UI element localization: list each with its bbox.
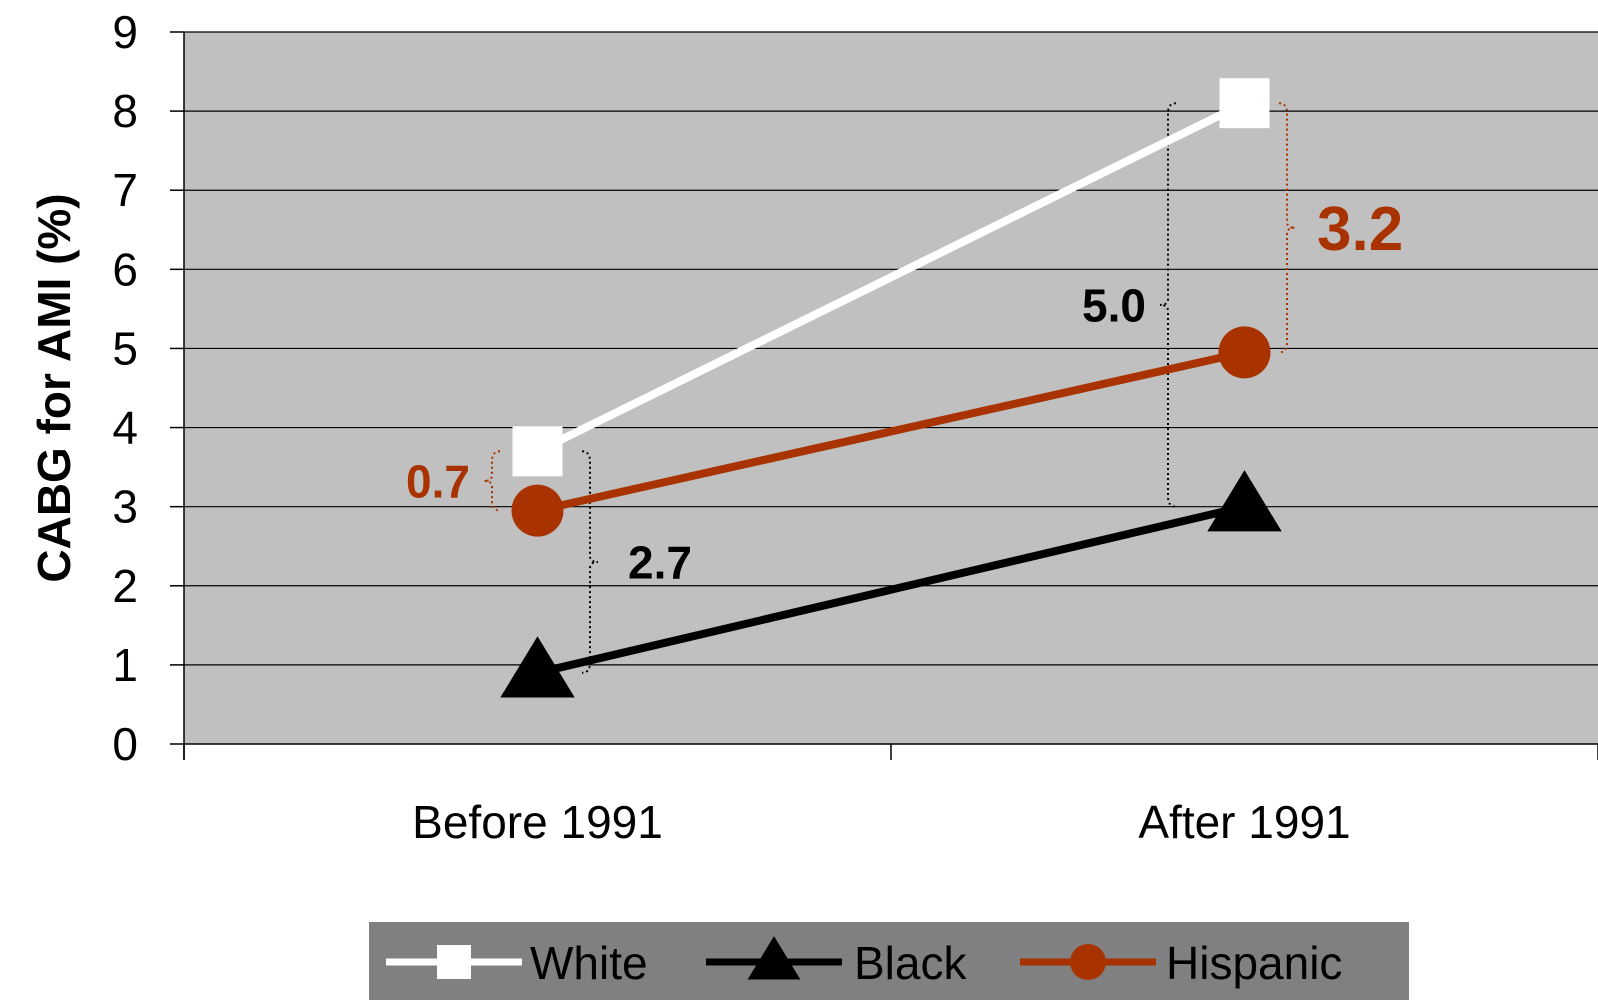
- annotation-brace: [581, 450, 599, 674]
- data-point-square: [512, 426, 563, 477]
- y-axis-label: CABG for AMI (%): [28, 193, 80, 582]
- y-tick-labels: 0 1 2 3 4 5 6 7 8 9: [112, 6, 138, 770]
- series-lines: [500, 78, 1282, 698]
- y-tick-label: 0: [112, 718, 138, 770]
- plot-area: [184, 32, 1598, 744]
- data-point-triangle: [1207, 470, 1282, 532]
- annotation-label: 2.7: [628, 537, 692, 589]
- data-point-circle: [1218, 326, 1271, 379]
- legend-box: [369, 922, 1409, 1000]
- legend-item-white: White: [386, 937, 648, 989]
- legend-item-hispanic: Hispanic: [1020, 937, 1342, 989]
- series-hispanic: [511, 326, 1271, 537]
- legend-label: Hispanic: [1166, 937, 1342, 989]
- x-tick-label: Before 1991: [412, 796, 663, 848]
- annotation-brace: [1278, 102, 1296, 354]
- series-black: [500, 470, 1282, 698]
- y-tick-label: 7: [112, 164, 138, 216]
- y-tick-label: 5: [112, 322, 138, 374]
- legend: White Black Hispanic: [369, 922, 1409, 1000]
- y-tick-label: 3: [112, 481, 138, 533]
- annotation-label: 5.0: [1082, 279, 1146, 331]
- data-point-triangle: [500, 636, 575, 698]
- y-tick-label: 4: [112, 402, 138, 454]
- gridlines: [184, 31, 1598, 666]
- annotations: 0.7 2.7 5.0 3.2: [406, 102, 1403, 674]
- data-point-square: [437, 945, 471, 979]
- annotation-brace: [483, 450, 501, 512]
- x-tick-labels: Before 1991 After 1991: [412, 796, 1350, 848]
- y-tick-label: 1: [112, 639, 138, 691]
- data-point-circle: [1070, 944, 1106, 980]
- data-point-square: [1219, 78, 1270, 129]
- x-tick-label: After 1991: [1138, 796, 1350, 848]
- data-point-triangle: [747, 936, 801, 980]
- y-tick-label: 9: [112, 6, 138, 58]
- series-white: [512, 78, 1270, 477]
- series-line: [536, 502, 1246, 677]
- legend-label: Black: [854, 937, 967, 989]
- annotation-brace: [1159, 102, 1177, 508]
- annotation-label: 0.7: [406, 456, 470, 508]
- legend-label: White: [530, 937, 648, 989]
- y-tick-label: 6: [112, 243, 138, 295]
- series-line: [536, 348, 1246, 515]
- series-line: [535, 99, 1247, 455]
- data-point-circle: [511, 484, 564, 537]
- axes: [170, 31, 1598, 760]
- annotation-label: 3.2: [1317, 195, 1403, 264]
- y-tick-label: 2: [112, 560, 138, 612]
- y-tick-label: 8: [112, 85, 138, 137]
- legend-item-black: Black: [706, 936, 967, 989]
